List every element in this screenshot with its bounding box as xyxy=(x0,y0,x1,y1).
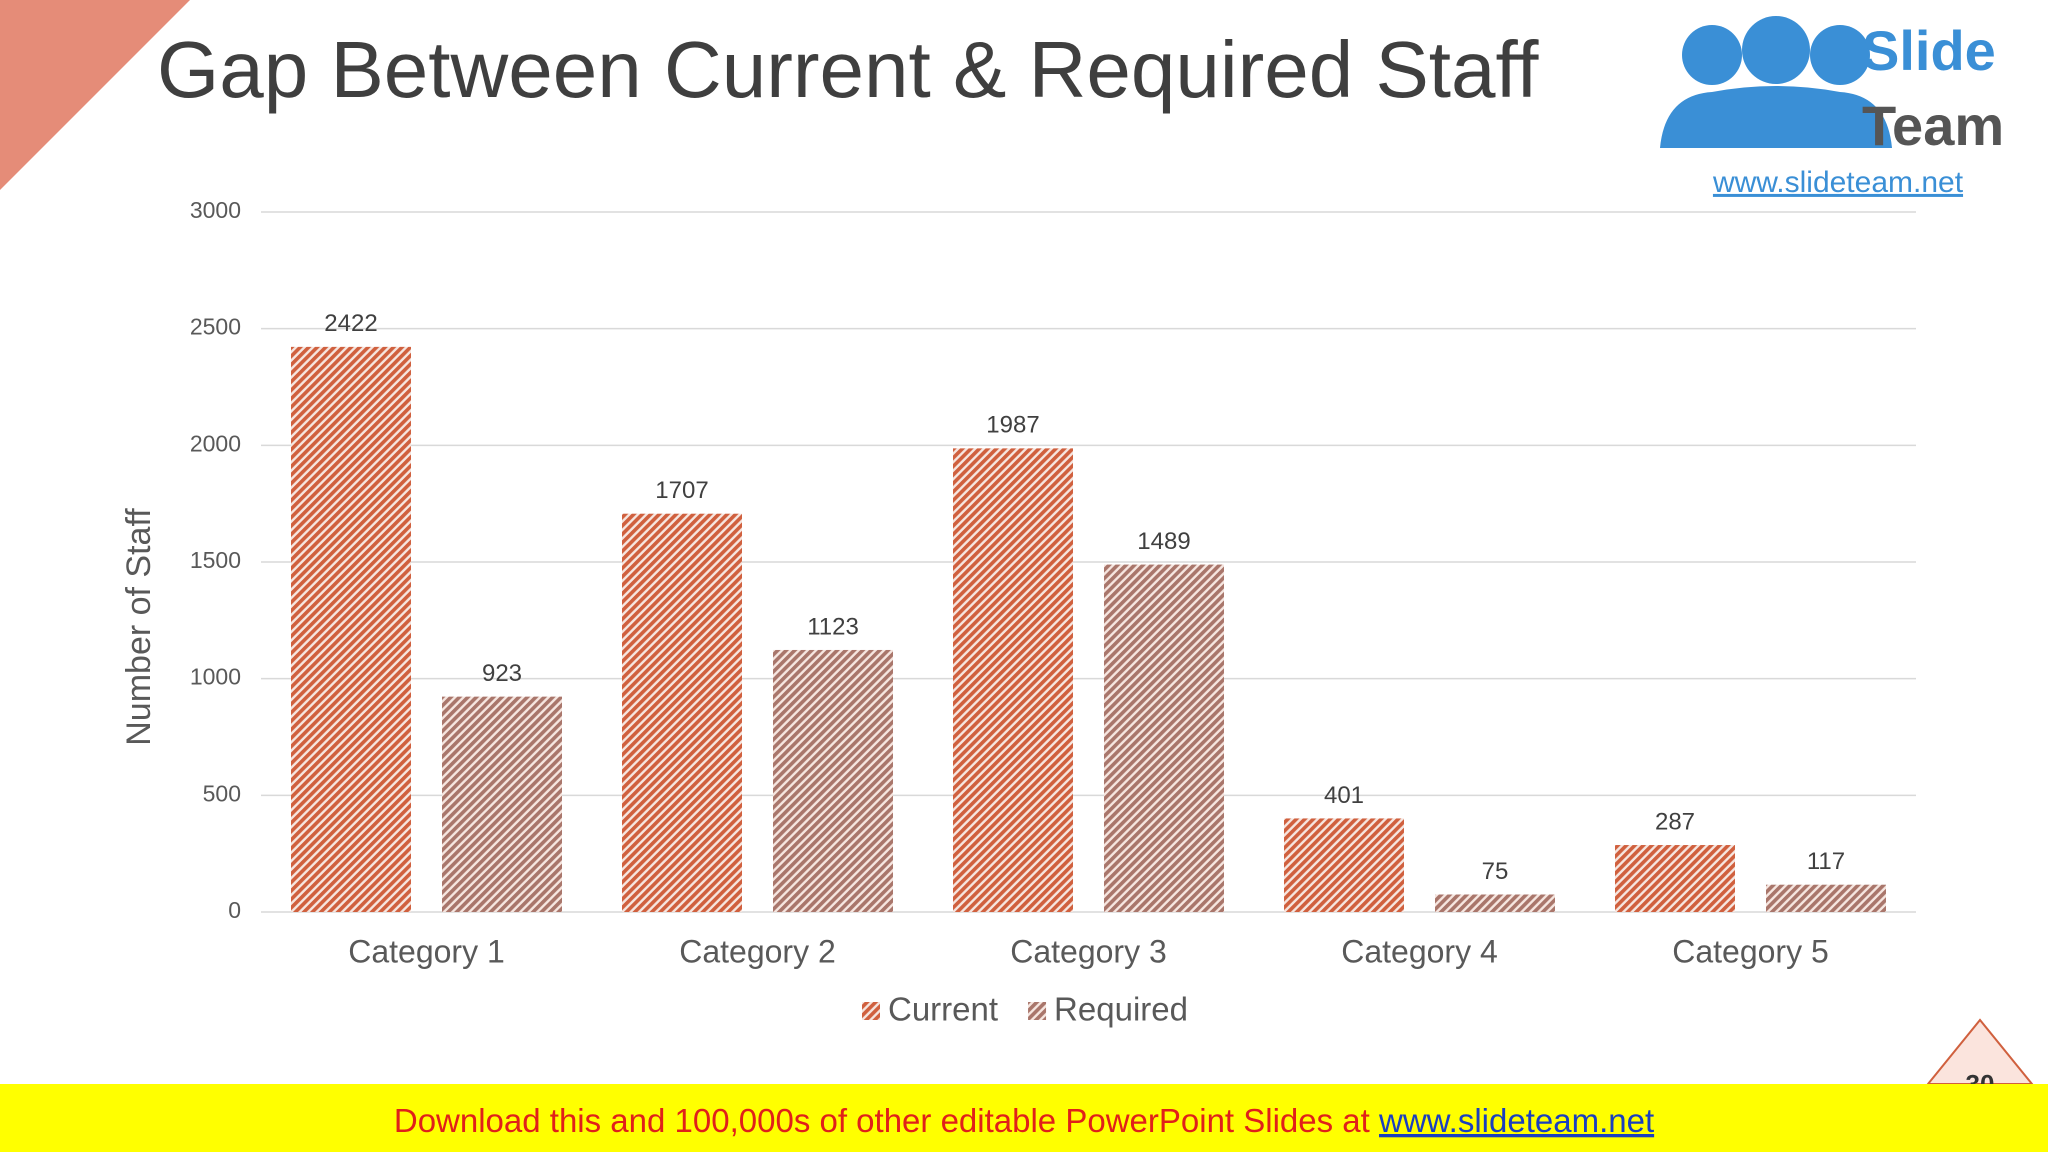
value-label: 2422 xyxy=(324,310,377,337)
logo-bodies xyxy=(1660,86,1892,148)
bar xyxy=(1615,845,1735,912)
value-label: 923 xyxy=(482,660,522,687)
value-label: 75 xyxy=(1482,858,1509,885)
legend-label: Current xyxy=(888,991,998,1028)
bar xyxy=(1435,894,1555,912)
logo-url[interactable]: www.slideteam.net xyxy=(1712,166,1964,199)
legend-swatch xyxy=(862,1002,880,1020)
value-label: 287 xyxy=(1655,808,1695,835)
logo-text: Team xyxy=(1862,94,2004,157)
logo-person xyxy=(1810,25,1870,85)
x-tick-label: Category 3 xyxy=(1010,933,1167,969)
value-label: 1489 xyxy=(1137,528,1190,555)
logo-person xyxy=(1742,16,1810,84)
banner-message: Download this and 100,000s of other edit… xyxy=(394,1102,1379,1139)
bar xyxy=(442,696,562,912)
banner xyxy=(0,1084,2048,1152)
x-tick-label: Category 1 xyxy=(348,933,505,969)
logo-person xyxy=(1682,25,1742,85)
plot: 0 500 1000 1500 2000 2500 3000 Category 1 2422 92… xyxy=(190,197,1916,1028)
chart-title: Gap Between Current & Required Staff xyxy=(157,25,1539,114)
logo-text: Slide xyxy=(1862,19,1996,82)
y-tick-label: 0 xyxy=(228,897,241,923)
value-label: 401 xyxy=(1324,782,1364,809)
y-tick-label: 3000 xyxy=(190,197,241,223)
x-tick-label: Category 4 xyxy=(1341,933,1498,969)
value-label: 1987 xyxy=(986,412,1039,439)
x-tick-label: Category 2 xyxy=(679,933,836,969)
bar xyxy=(291,346,411,912)
y-tick-label: 500 xyxy=(203,780,241,806)
bar xyxy=(622,513,742,912)
value-label: 1123 xyxy=(807,613,859,640)
legend-swatch xyxy=(1028,1002,1047,1020)
value-label: 1707 xyxy=(655,477,708,504)
logo: Slide Team www.slideteam.net xyxy=(1640,0,2036,199)
y-axis-label: Number of Staff xyxy=(120,508,158,746)
bar xyxy=(1104,564,1224,912)
y-tick-label: 1500 xyxy=(190,547,241,573)
legend-label: Required xyxy=(1054,991,1188,1028)
x-tick-label: Category 5 xyxy=(1672,933,1829,969)
corner-decoration xyxy=(0,0,190,190)
value-label: 117 xyxy=(1807,848,1845,875)
bar xyxy=(953,448,1073,912)
y-tick-label: 2500 xyxy=(190,314,241,340)
bar xyxy=(773,649,893,912)
bar xyxy=(1284,818,1404,912)
y-tick-label: 2000 xyxy=(190,430,241,456)
banner-link[interactable]: www.slideteam.net xyxy=(1378,1102,1654,1139)
y-tick-label: 1000 xyxy=(190,664,241,690)
bar xyxy=(1766,884,1886,912)
banner-text: Download this and 100,000s of other edit… xyxy=(394,1102,1654,1139)
